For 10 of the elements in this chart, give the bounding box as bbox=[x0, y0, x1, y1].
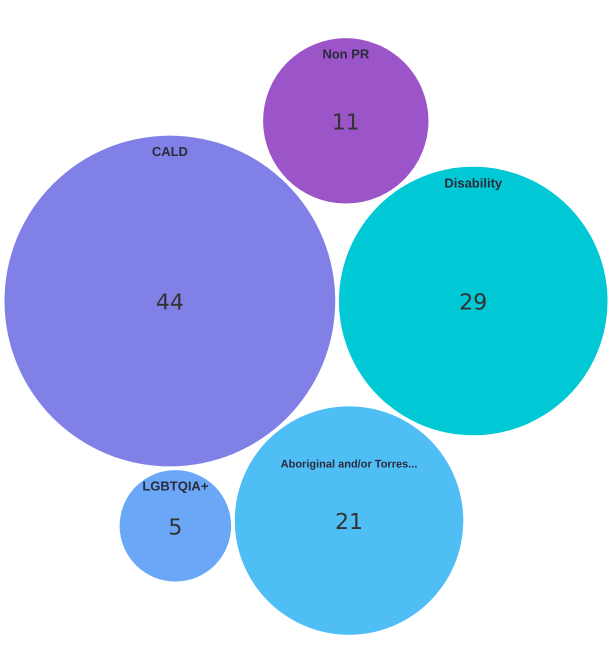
category-label: Disability bbox=[444, 175, 503, 190]
category-label: Non PR bbox=[322, 46, 370, 62]
data-label: 21 bbox=[335, 510, 364, 536]
data-label: 29 bbox=[459, 290, 488, 316]
data-label: 5 bbox=[168, 515, 182, 540]
category-label: Aboriginal and/or Torres... bbox=[280, 458, 418, 470]
data-label: 11 bbox=[332, 110, 360, 136]
category-label: CALD bbox=[152, 144, 188, 160]
data-label: 44 bbox=[156, 290, 184, 316]
category-label: LGBTQIA+ bbox=[142, 478, 209, 494]
